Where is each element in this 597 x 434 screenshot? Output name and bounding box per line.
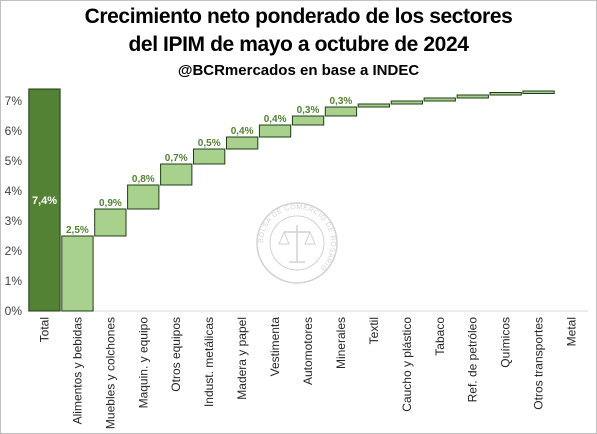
waterfall-bar <box>61 235 94 312</box>
category-label: Indust. metálicas <box>202 317 216 407</box>
y-tick-label: 7% <box>5 94 23 108</box>
total-data-label: 7,4% <box>32 195 57 207</box>
chart-subtitle: @BCRmercados en base a INDEC <box>177 62 420 79</box>
data-label: 0,9% <box>99 198 122 209</box>
waterfall-bar <box>94 208 127 237</box>
category-label: Madera y papel <box>235 317 249 400</box>
waterfall-bar <box>357 103 391 108</box>
waterfall-bar <box>489 92 522 96</box>
category-label: Ref. de petróleo <box>466 317 480 403</box>
data-label: 0,3% <box>297 105 320 116</box>
data-label: 2,5% <box>66 225 89 236</box>
waterfall-bar <box>390 100 424 105</box>
category-label: Otros equipos <box>169 317 183 392</box>
y-tick-label: 4% <box>5 184 23 198</box>
waterfall-bar <box>456 94 489 99</box>
category-label: Minerales <box>334 317 348 369</box>
data-label: 0,5% <box>198 138 221 149</box>
y-tick-label: 2% <box>5 244 23 258</box>
y-tick-label: 3% <box>5 214 23 228</box>
waterfall-bar <box>423 97 456 102</box>
chart-title-line-1: Crecimiento neto ponderado de los sector… <box>84 5 513 28</box>
total-bar <box>28 88 61 312</box>
category-label: Total <box>38 317 52 342</box>
data-label: 0,4% <box>231 126 254 137</box>
y-tick-label: 6% <box>5 124 23 138</box>
category-label: Alimentos y bebidas <box>70 317 84 424</box>
data-label: 0,4% <box>264 114 287 125</box>
category-label: Caucho y plástico <box>400 317 414 412</box>
waterfall-bar <box>226 136 259 150</box>
waterfall-bar <box>324 106 358 117</box>
category-label: Textil <box>367 317 381 344</box>
waterfall-bar <box>160 163 193 186</box>
waterfall-bar <box>522 90 555 94</box>
y-tick-label: 0% <box>5 304 23 318</box>
y-tick-label: 1% <box>5 274 23 288</box>
waterfall-bar <box>127 184 160 210</box>
category-label: Muebles y colchones <box>103 317 117 429</box>
data-label: 0,3% <box>330 96 353 107</box>
chart-title-line-2: del IPIM de mayo a octubre de 2024 <box>128 33 469 56</box>
waterfall-bar <box>291 115 325 126</box>
category-label: Otros transportes <box>532 317 546 410</box>
data-label: 0,7% <box>165 153 188 164</box>
waterfall-bar <box>258 124 292 138</box>
watermark-seal-icon: BOLSA DE COMERCIO DE ROSARIO <box>256 202 338 284</box>
category-label: Maquin. y equipo <box>136 317 150 409</box>
waterfall-bar <box>193 148 226 165</box>
category-label: Automotores <box>301 317 315 385</box>
y-tick-label: 5% <box>5 154 23 168</box>
category-label: Tabaco <box>433 317 447 356</box>
category-label: Químicos <box>499 317 513 368</box>
category-label: Metal <box>565 317 579 346</box>
data-label: 0,8% <box>132 174 155 185</box>
category-label: Vestimenta <box>268 317 282 377</box>
